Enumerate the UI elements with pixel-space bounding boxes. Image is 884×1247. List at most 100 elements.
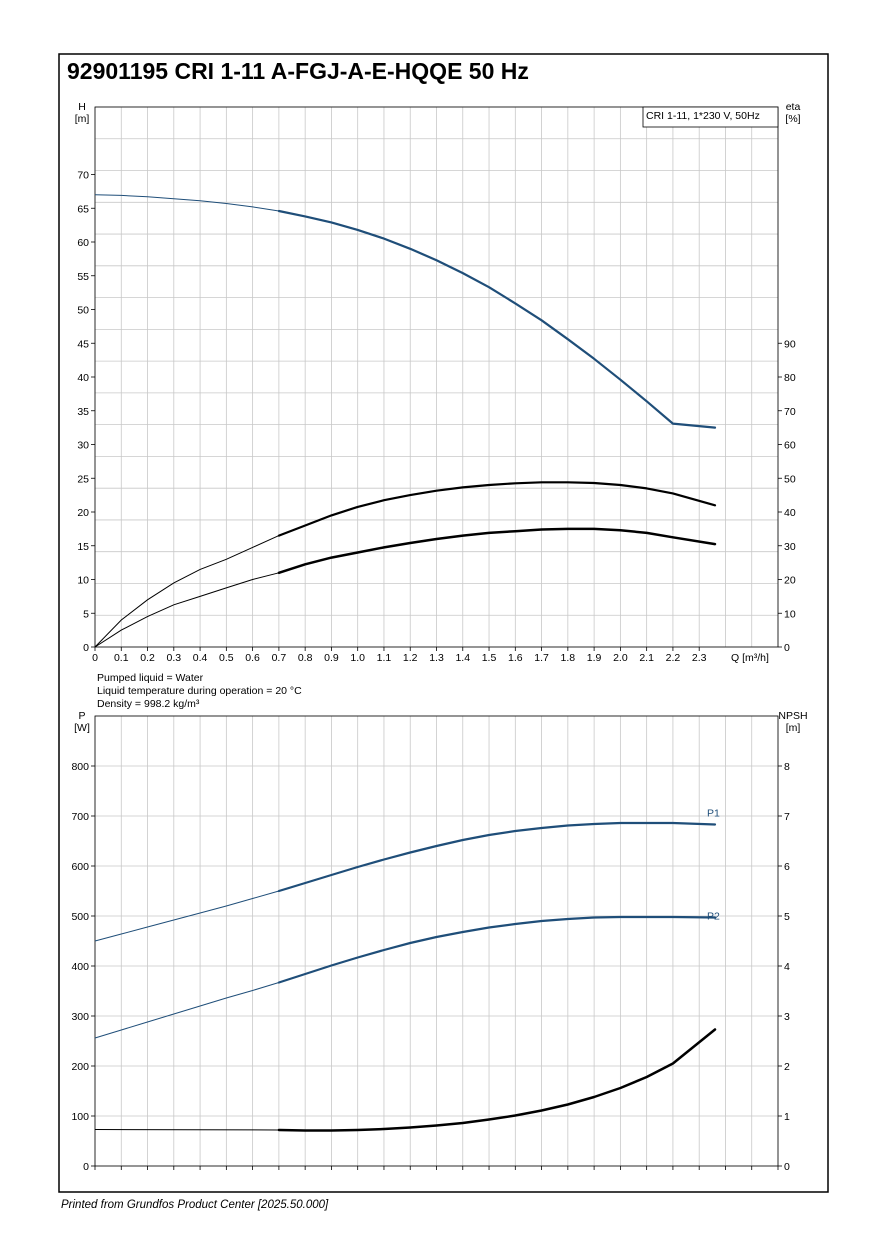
x-axis-tick-label: 1.5: [482, 652, 497, 664]
series-line: [277, 209, 717, 429]
left-axis-tick-label: 15: [77, 541, 89, 553]
x-axis-tick-label: 0: [92, 652, 98, 664]
right-axis-tick-label: 10: [784, 608, 796, 620]
note-pumped-liquid: Pumped liquid = Water: [97, 672, 204, 684]
left-axis-tick-label: 800: [71, 761, 89, 773]
series-line-extrapolated: [94, 1129, 279, 1131]
left-axis-name: H: [78, 101, 86, 113]
left-axis-name: P: [78, 710, 85, 722]
x-axis-tick-label: 0.5: [219, 652, 234, 664]
left-axis-tick-label: 30: [77, 440, 89, 452]
x-axis-tick-label: 1.3: [429, 652, 444, 664]
series-line: [277, 527, 717, 575]
x-axis-tick-label: 2.0: [613, 652, 628, 664]
x-axis-tick-label: 0.8: [298, 652, 313, 664]
x-axis-tick-label: 1.1: [377, 652, 392, 664]
right-axis-tick-label: 20: [784, 575, 796, 587]
p1-series-line-extrapolated: [94, 890, 280, 942]
left-axis-tick-label: 500: [71, 911, 89, 923]
head-efficiency-chart: 0 5 10 15 20 25 30 35 40 45 50 55 60 65 70 H[m] 0 10 20 30 4…: [75, 101, 801, 664]
sheet-frame: [58, 53, 829, 1193]
right-axis-tick-label: 2: [784, 1061, 790, 1073]
left-axis-tick-label: 5: [83, 608, 89, 620]
page-title: 92901195 CRI 1-11 A-FGJ-A-E-HQQE 50 Hz: [67, 58, 529, 84]
right-axis-tick-label: 40: [784, 507, 796, 519]
x-axis-tick-label: 1.7: [534, 652, 549, 664]
x-axis-tick-label: 2.3: [692, 652, 707, 664]
right-axis-tick-label: 0: [784, 642, 790, 654]
series-line-extrapolated: [94, 194, 279, 212]
right-axis-tick-label: 5: [784, 911, 790, 923]
series-label-p2: P2: [707, 911, 720, 923]
footer-printed-from: Printed from Grundfos Product Center [20…: [61, 1199, 329, 1211]
left-axis-tick-label: 600: [71, 861, 89, 873]
x-axis-tick-label: 1.2: [403, 652, 418, 664]
right-axis-tick-label: 6: [784, 861, 790, 873]
x-axis-tick-label: 0.6: [245, 652, 260, 664]
left-axis-tick-label: 700: [71, 811, 89, 823]
note-liquid-temperature: Liquid temperature during operation = 20…: [97, 685, 302, 697]
right-axis-tick-label: 8: [784, 761, 790, 773]
x-axis-tick-label: 0.7: [272, 652, 287, 664]
left-axis-tick-label: 35: [77, 406, 89, 418]
grid-lines: [94, 106, 779, 648]
x-axis-tick-label: 1.9: [587, 652, 602, 664]
left-axis-tick-label: 0: [83, 1161, 89, 1173]
left-axis-tick-label: 55: [77, 271, 89, 283]
x-axis-tick-label: 1.4: [455, 652, 470, 664]
left-axis-tick-label: 25: [77, 473, 89, 485]
series-line-extrapolated: [94, 535, 280, 648]
x-axis-tick-label: 0.3: [167, 652, 182, 664]
left-axis-tick-label: 10: [77, 575, 89, 587]
right-axis-tick-label: 7: [784, 811, 790, 823]
left-axis-tick-label: 40: [77, 372, 89, 384]
x-axis-tick-label: 1.0: [350, 652, 365, 664]
p1-series-line: [277, 821, 717, 893]
right-axis-tick-label: 3: [784, 1011, 790, 1023]
p2-series-line: [277, 915, 717, 984]
right-axis-name: NPSH: [778, 710, 807, 722]
right-axis-tick-label: 0: [784, 1161, 790, 1173]
left-axis-tick-label: 400: [71, 961, 89, 973]
left-axis-tick-label: 20: [77, 507, 89, 519]
x-axis-tick-label: 1.8: [561, 652, 576, 664]
right-axis-tick-label: 90: [784, 338, 796, 350]
x-axis-tick-label: 0.4: [193, 652, 208, 664]
legend-box-label: CRI 1-11, 1*230 V, 50Hz: [646, 110, 760, 122]
left-axis-tick-label: 70: [77, 170, 89, 182]
series-line: [277, 481, 717, 537]
series-label-p1: P1: [707, 808, 720, 820]
right-axis-tick-label: 50: [784, 473, 796, 485]
grid-lines: [94, 715, 779, 1167]
left-axis-tick-label: 45: [77, 338, 89, 350]
left-axis-tick-label: 60: [77, 237, 89, 249]
left-axis-unit: [m]: [75, 113, 90, 125]
right-axis-tick-label: 30: [784, 541, 796, 553]
right-axis-unit: [%]: [785, 113, 800, 125]
right-axis-unit: [m]: [786, 722, 801, 734]
right-axis-tick-label: 4: [784, 961, 790, 973]
x-axis-tick-label: 0.1: [114, 652, 129, 664]
x-axis-tick-label: 2.1: [639, 652, 654, 664]
p2-series-line-extrapolated: [94, 982, 280, 1039]
right-axis-tick-label: 1: [784, 1111, 790, 1123]
x-axis-tick-label: 0.9: [324, 652, 339, 664]
legend-box: [642, 106, 779, 128]
left-axis-tick-label: 300: [71, 1011, 89, 1023]
left-axis-tick-label: 0: [83, 642, 89, 654]
right-axis-tick-label: 60: [784, 440, 796, 452]
series-line: [277, 1028, 717, 1132]
note-density: Density = 998.2 kg/m³: [97, 698, 200, 710]
series-line-extrapolated: [94, 572, 280, 648]
x-axis-tick-label: 1.6: [508, 652, 523, 664]
left-axis-tick-label: 100: [71, 1111, 89, 1123]
right-axis-tick-label: 70: [784, 406, 796, 418]
left-axis-tick-label: 50: [77, 305, 89, 317]
x-axis-tick-label: 0.2: [140, 652, 155, 664]
x-axis-tick-label: 2.2: [666, 652, 681, 664]
left-axis-tick-label: 65: [77, 203, 89, 215]
right-axis-name: eta: [786, 101, 801, 113]
right-axis-tick-label: 80: [784, 372, 796, 384]
power-npsh-chart: 0 100 200 300 400 500 600 700 800 P[W] 0 1 2 3 4 5 6 7 8 NP…: [71, 710, 807, 1173]
